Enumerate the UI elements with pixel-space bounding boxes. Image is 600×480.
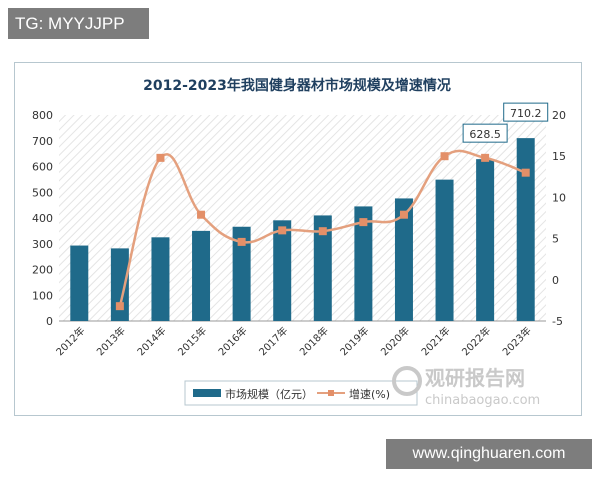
plot-background (59, 115, 546, 321)
watermark-logo-icon (392, 366, 422, 396)
y-right-tick-label: 10 (552, 191, 566, 204)
bar (110, 248, 129, 321)
y-left-tick-label: 0 (46, 315, 53, 328)
chart-title: 2012-2023年我国健身器材市场规模及增速情况 (143, 77, 451, 94)
chart-frame: 2012-2023年我国健身器材市场规模及增速情况 0 100 200 300 400 5… (14, 62, 582, 416)
y-left-tick-label: 600 (32, 161, 53, 174)
watermark: 观研报告网 chinabaogao.com (392, 366, 540, 408)
y-left-tick-label: 100 (32, 289, 53, 302)
growth-line (118, 149, 527, 307)
bar (192, 230, 211, 321)
y-right-tick-label: 15 (552, 150, 566, 163)
growth-marker (197, 210, 206, 219)
y-right-tick-label: 5 (552, 233, 559, 246)
x-tick-label: 2015年 (175, 324, 209, 358)
x-tick-label: 2022年 (459, 324, 493, 358)
growth-marker (521, 168, 530, 177)
legend-bar-label: 市场规模（亿元） (225, 387, 313, 401)
y-left-tick-label: 700 (32, 135, 53, 148)
y-right-tick-label: 20 (552, 109, 566, 122)
x-tick-label: 2019年 (337, 324, 371, 358)
y-right-tick-label: 0 (552, 274, 559, 287)
growth-marker (399, 210, 408, 219)
x-tick-label: 2014年 (134, 324, 168, 358)
growth-marker (481, 153, 490, 162)
data-label: 710.2 (510, 107, 542, 120)
legend-line-marker (328, 390, 334, 396)
x-tick-label: 2012年 (53, 324, 87, 358)
y-left-tick-label: 400 (32, 212, 53, 225)
bar (516, 138, 535, 321)
growth-marker (318, 227, 327, 236)
y-left-tick-label: 500 (32, 186, 53, 199)
bar (394, 198, 413, 321)
tg-label: TG: MYYJJPP (8, 8, 149, 39)
y-right-tick-label: -5 (552, 315, 563, 328)
legend-line-label: 增速(%) (349, 387, 390, 401)
growth-marker (115, 302, 124, 311)
bar (232, 226, 251, 321)
site-url-label: www.qinghuaren.com (386, 439, 592, 469)
x-tick-label: 2018年 (297, 324, 331, 358)
watermark-url: chinabaogao.com (425, 393, 540, 408)
bar (435, 179, 454, 321)
x-tick-label: 2021年 (418, 324, 452, 358)
chart: 2012-2023年我国健身器材市场规模及增速情况 01002003004005… (32, 77, 566, 408)
data-label-box (503, 102, 549, 122)
x-tick-label: 2016年 (215, 324, 249, 358)
y-left-tick-label: 200 (32, 264, 53, 277)
x-tick-label: 2023年 (500, 324, 534, 358)
legend-box (184, 380, 418, 406)
growth-marker (359, 218, 368, 227)
y-left-tick-label: 800 (32, 109, 53, 122)
data-label-box (462, 123, 508, 143)
bar (476, 159, 495, 321)
y-left-tick-label: 300 (32, 238, 53, 251)
bar (151, 237, 170, 321)
bar (70, 245, 89, 321)
growth-marker (156, 153, 165, 162)
growth-marker (237, 237, 246, 246)
x-tick-label: 2017年 (256, 324, 290, 358)
data-label: 628.5 (469, 128, 501, 141)
bar (313, 215, 332, 321)
x-tick-label: 2013年 (94, 324, 128, 358)
watermark-name: 观研报告网 (425, 366, 525, 390)
growth-marker (440, 152, 449, 161)
bar (273, 220, 292, 321)
x-tick-label: 2020年 (378, 324, 412, 358)
legend-bar-swatch (193, 389, 221, 397)
bar (354, 206, 373, 321)
growth-marker (278, 226, 287, 235)
